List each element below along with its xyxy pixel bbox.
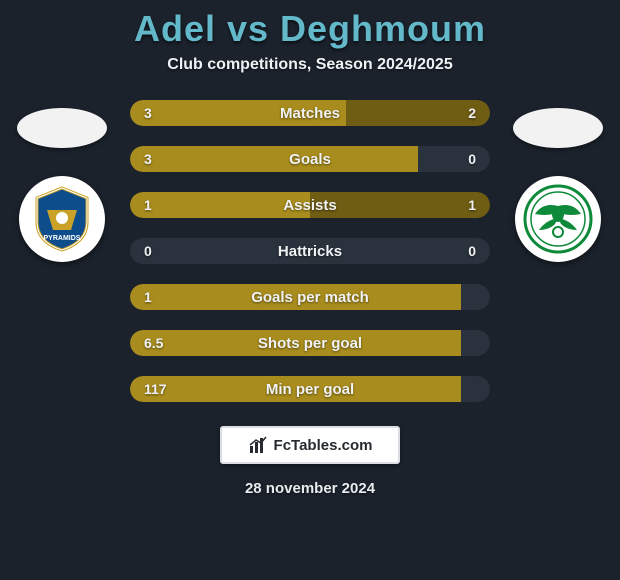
stat-label: Goals per match — [130, 284, 490, 310]
stat-value-left: 3 — [144, 146, 152, 172]
stat-value-left: 1 — [144, 192, 152, 218]
stat-label: Shots per goal — [130, 330, 490, 356]
brand-icon — [248, 435, 268, 455]
stat-bar: Hattricks0 0 — [130, 238, 490, 264]
right-player-avatar — [513, 108, 603, 148]
right-player-column — [508, 100, 608, 262]
stat-label: Goals — [130, 146, 490, 172]
stat-label: Assists — [130, 192, 490, 218]
stat-value-right: 0 — [468, 238, 476, 264]
stat-bar: Assists1 1 — [130, 192, 490, 218]
stat-label: Hattricks — [130, 238, 490, 264]
stat-bar: Shots per goal6.5 — [130, 330, 490, 356]
stat-value-left: 0 — [144, 238, 152, 264]
stat-value-right: 1 — [468, 192, 476, 218]
brand-badge[interactable]: FcTables.com — [220, 426, 400, 464]
left-player-column: PYRAMIDS — [12, 100, 112, 262]
brand-text: FcTables.com — [274, 437, 373, 454]
content-root: Adel vs Deghmoum Club competitions, Seas… — [0, 0, 620, 580]
left-club-badge: PYRAMIDS — [19, 176, 105, 262]
stat-label: Min per goal — [130, 376, 490, 402]
stat-value-left: 117 — [144, 376, 167, 402]
right-club-badge — [515, 176, 601, 262]
page-subtitle: Club competitions, Season 2024/2025 — [0, 56, 620, 74]
stat-label: Matches — [130, 100, 490, 126]
main-row: PYRAMIDS Matches32Goals30Assists11Hattri… — [0, 100, 620, 402]
stat-value-left: 3 — [144, 100, 152, 126]
left-club-badge-icon: PYRAMIDS — [27, 184, 97, 254]
svg-text:PYRAMIDS: PYRAMIDS — [44, 235, 81, 242]
date-text: 28 november 2024 — [0, 480, 620, 497]
stat-bar: Matches3 2 — [130, 100, 490, 126]
page-title: Adel vs Deghmoum — [0, 8, 620, 50]
stat-value-right: 0 — [468, 146, 476, 172]
stat-bar: Goals per match1 — [130, 284, 490, 310]
stat-value-right: 2 — [468, 100, 476, 126]
right-club-badge-icon — [523, 184, 593, 254]
stat-value-left: 6.5 — [144, 330, 163, 356]
stats-bars: Matches32Goals30Assists11Hattricks00Goal… — [130, 100, 490, 402]
stat-value-left: 1 — [144, 284, 152, 310]
stat-bar: Min per goal117 — [130, 376, 490, 402]
stat-bar: Goals3 0 — [130, 146, 490, 172]
left-player-avatar — [17, 108, 107, 148]
